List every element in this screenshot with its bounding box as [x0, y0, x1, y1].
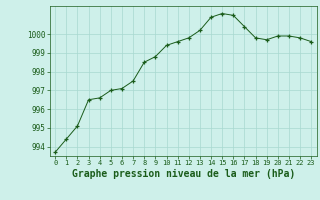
X-axis label: Graphe pression niveau de la mer (hPa): Graphe pression niveau de la mer (hPa): [72, 169, 295, 179]
